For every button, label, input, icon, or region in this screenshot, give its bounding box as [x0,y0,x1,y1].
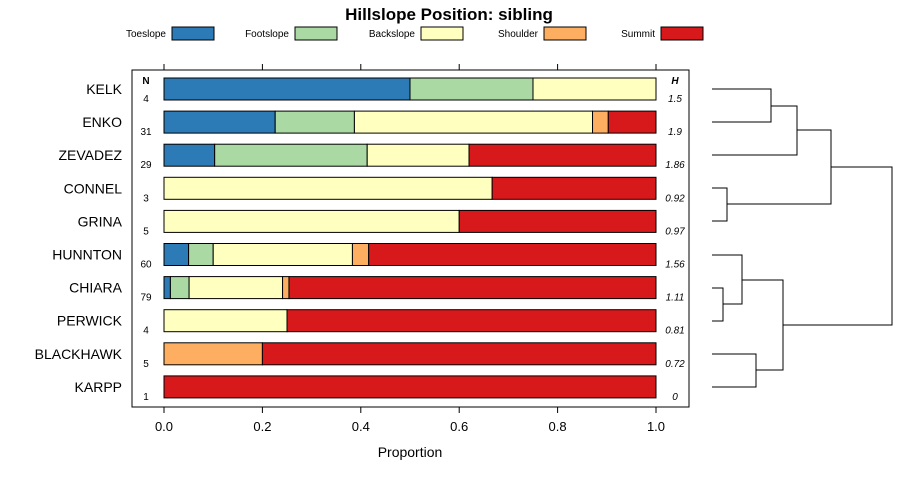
chart-title: Hillslope Position: sibling [345,5,553,24]
x-tick-label-2: 0.4 [352,419,370,434]
h-value-perwick: 0.81 [665,326,684,337]
row-label-chiara: CHIARA [69,280,123,296]
bar-karpp-summit [163,375,657,399]
bar-grina-backslope [163,209,460,233]
bar-connel-summit [491,176,657,200]
x-tick-label-3: 0.6 [450,419,468,434]
bar-zevadez-toeslope [163,143,216,167]
legend-label-footslope: Footslope [245,29,289,40]
x-tick-label-0: 0.0 [155,419,173,434]
bar-blackhawk-shoulder [163,342,263,366]
n-value-chiara: 79 [140,293,152,304]
bar-kelk-footslope [409,77,534,101]
legend-swatch-summit [660,26,704,41]
n-value-enko: 31 [140,127,152,138]
dendro-merge-hunnton [712,254,743,305]
dendro-merge-upper-group [727,129,832,205]
row-label-zevadez: ZEVADEZ [58,147,122,163]
bar-enko-toeslope [163,110,276,134]
legend-swatch-shoulder [543,26,587,41]
row-label-enko: ENKO [82,114,122,130]
n-value-perwick: 4 [143,326,149,337]
h-value-grina: 0.97 [665,226,685,237]
dendro-merge-kelk-enko [712,88,772,123]
h-value-enko: 1.9 [668,127,682,138]
bar-enko-backslope [353,110,594,134]
legend-label-backslope: Backslope [369,29,416,40]
x-tick-label-4: 0.8 [549,419,567,434]
bar-hunnton-shoulder [351,243,370,266]
row-label-kelk: KELK [86,81,122,97]
bar-blackhawk-summit [261,342,657,366]
legend-label-shoulder: Shoulder [498,29,539,40]
bar-grina-summit [458,209,657,233]
bar-zevadez-backslope [366,143,470,167]
bar-zevadez-footslope [214,143,368,167]
h-value-kelk: 1.5 [668,94,682,105]
bar-enko-summit [607,110,657,134]
legend-swatch-footslope [294,26,338,41]
dendro-merge-lower-group [742,279,784,371]
n-header: N [142,76,149,87]
legend-label-toeslope: Toeslope [126,29,166,40]
legend-swatch-backslope [420,26,464,41]
n-value-zevadez: 29 [140,160,152,171]
n-value-kelk: 4 [143,94,149,105]
bar-hunnton-toeslope [163,243,190,266]
dendro-merge-connel-grina [712,187,728,222]
bar-perwick-summit [286,309,657,333]
dendrogram [712,88,893,388]
n-value-connel: 3 [143,193,149,204]
dendro-merge-chiara-perwick [712,287,724,322]
row-label-karpp: KARPP [75,379,122,395]
bar-connel-backslope [163,176,493,200]
x-axis: 0.0 0.2 0.4 0.6 0.8 1.0 [155,64,665,434]
row-label-perwick: PERWICK [57,313,123,329]
row-label-connel: CONNEL [64,180,123,196]
bar-kelk-toeslope [163,77,411,101]
bar-hunnton-summit [368,243,657,266]
row-labels: KELK 4 1.5 ENKO 31 1.9 ZEVADEZ 29 1.86 CONNEL 3 0.9… [35,81,686,403]
x-tick-label-5: 1.0 [647,419,665,434]
bars-layer [163,77,657,399]
row-label-hunnton: HUNNTON [52,247,122,263]
bar-hunnton-footslope [188,243,214,266]
row-label-blackhawk: BLACKHAWK [35,346,123,362]
bar-perwick-backslope [163,309,288,333]
h-value-connel: 0.92 [665,193,685,204]
h-value-zevadez: 1.86 [665,160,685,171]
bar-chiara-footslope [169,276,190,300]
n-value-karpp: 1 [143,392,149,403]
n-value-blackhawk: 5 [143,359,149,370]
bar-enko-footslope [274,110,355,134]
legend-label-summit: Summit [621,29,655,40]
h-value-karpp: 0 [672,392,678,403]
h-value-hunnton: 1.56 [665,260,685,271]
dendro-merge-zevadez [712,105,798,156]
n-value-hunnton: 60 [140,260,152,271]
bar-chiara-toeslope [163,276,171,300]
dendro-root [783,166,893,326]
bar-zevadez-summit [468,143,657,167]
dendro-merge-blackhawk-karpp [712,353,757,388]
bar-enko-shoulder [592,110,609,134]
n-value-grina: 5 [143,226,149,237]
bar-chiara-shoulder [282,276,290,300]
bar-kelk-backslope [532,77,657,101]
h-header: H [671,76,679,87]
bar-chiara-backslope [188,276,284,300]
legend-swatch-toeslope [171,26,215,41]
row-label-grina: GRINA [78,213,123,229]
legend: Toeslope Footslope Backslope Shoulder Summit [126,26,704,41]
bar-chiara-summit [288,276,657,300]
h-value-chiara: 1.11 [666,293,685,304]
x-tick-label-1: 0.2 [253,419,271,434]
h-value-blackhawk: 0.72 [665,359,685,370]
x-axis-title: Proportion [378,444,443,460]
plot-panel [131,69,690,408]
bar-hunnton-backslope [212,243,353,266]
